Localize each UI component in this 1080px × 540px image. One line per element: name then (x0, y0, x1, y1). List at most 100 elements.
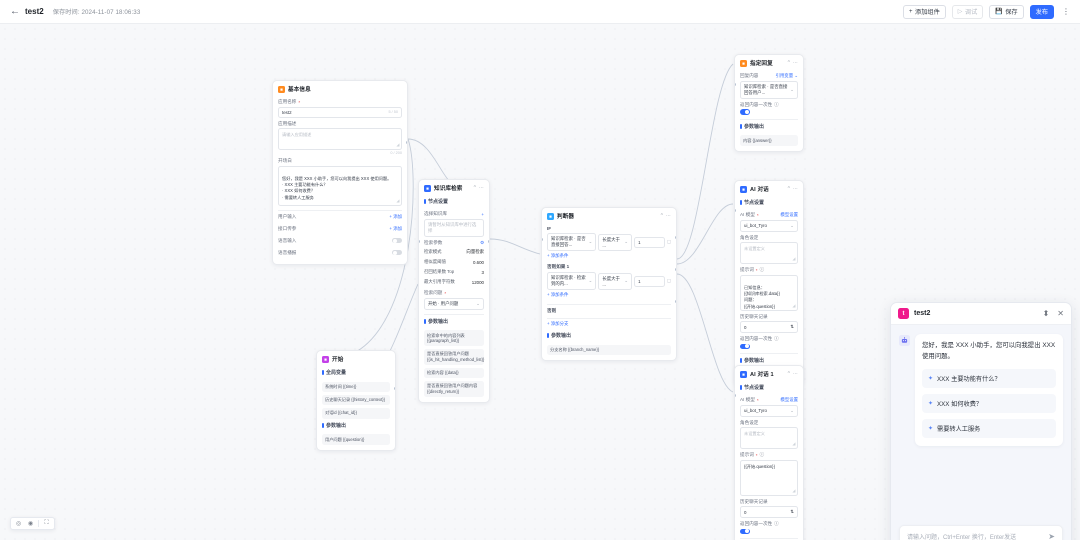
opening-textarea[interactable]: 您好，我是 XXX 小助手，您可以向我提出 XXX 使用问题。 · XXX 主要… (278, 165, 402, 206)
more-icon[interactable]: ⋯ (666, 213, 671, 219)
workflow-canvas[interactable]: ■ 基本信息 应用名称 * test2 5 / 50 应用描述 请输入应用描述 … (0, 24, 1080, 540)
more-icon[interactable]: ⋯ (479, 185, 484, 191)
resize-handle-icon[interactable]: ◢ (792, 256, 796, 261)
output-port[interactable] (405, 141, 407, 145)
delete-condition-icon[interactable]: ◻ (666, 278, 671, 284)
node-body: 应用名称 * test2 5 / 50 应用描述 请输入应用描述 ◢ 0 / 2… (273, 99, 407, 264)
history-stepper[interactable]: 0 ⇅ (740, 506, 798, 518)
resize-handle-icon[interactable]: ◢ (792, 302, 796, 308)
model-value: ui_bot_Tyro (744, 408, 767, 413)
info-icon[interactable]: ⓘ (774, 101, 779, 107)
stream-toggle[interactable] (740, 343, 750, 349)
required-marker: * (756, 397, 759, 403)
node-start[interactable]: ■ 开始 全局变量 系统时间 {{time}} 历史聊天记录 {{history… (316, 350, 396, 451)
user-input-row[interactable]: 用户输入 + 添加 (278, 211, 402, 223)
collapse-icon[interactable]: ^ (787, 371, 790, 377)
node-knowledge-retrieval[interactable]: ■ 知识库检索 ^ ⋯ 节点设置 选择知识库 + 请暂时从知识库中进行选择 检索… (418, 179, 490, 404)
app-name-input[interactable]: test2 5 / 50 (278, 106, 402, 118)
node-condition[interactable]: ■ 判断器 ^ ⋯ IF 知识库检索 · 是否直接回答... ⌄ 长度大于 ..… (541, 207, 677, 362)
add-branch-link[interactable]: + 添加分支 (547, 321, 569, 326)
model-select[interactable]: ui_bot_Tyro ⌄ (740, 404, 798, 417)
model-settings-link[interactable]: 模型设置 (780, 397, 798, 402)
send-icon[interactable]: ➤ (1048, 531, 1055, 540)
back-arrow-icon[interactable]: ← (10, 6, 20, 17)
expand-icon[interactable]: ⬍ (1042, 308, 1050, 318)
publish-label: 发布 (1035, 9, 1048, 16)
info-icon[interactable]: ⓘ (759, 452, 765, 457)
kb-add-icon[interactable]: + (481, 211, 484, 217)
collapse-icon[interactable]: ^ (787, 186, 790, 192)
node-ai-reply-2[interactable]: ■ AI 对话 1 ^ ⋯ 节点设置 AI 模型 * 模型设置 ui_bot_T… (734, 365, 804, 540)
app-desc-textarea[interactable]: 请输入应用描述 ◢ (278, 128, 402, 150)
content-mode-select[interactable]: 引用变量 ⌄ (775, 73, 798, 78)
more-icon[interactable]: ⋯ (793, 371, 798, 377)
info-icon[interactable]: ⓘ (774, 521, 779, 526)
zoom-scale-icon[interactable]: ◉ (27, 521, 34, 527)
chat-input-wrap[interactable]: 请输入问题，Ctrl+Enter 换行，Enter发送 ➤ (899, 525, 1063, 540)
info-icon[interactable]: ⓘ (759, 267, 765, 272)
more-icon[interactable]: ⋯ (793, 60, 798, 66)
prompt-textarea[interactable]: {{开始.question}} ◢ (740, 459, 798, 496)
role-textarea[interactable]: 未设置定义 ◢ (740, 242, 798, 264)
role-textarea[interactable]: 未设置定义 ◢ (740, 427, 798, 449)
condition-value-input[interactable]: 1 (634, 275, 665, 287)
info-icon[interactable]: ⓘ (774, 336, 779, 341)
chat-input-placeholder[interactable]: 请输入问题，Ctrl+Enter 换行，Enter发送 (907, 534, 1017, 540)
delete-condition-icon[interactable]: ◻ (666, 239, 671, 245)
fullscreen-icon[interactable]: ⛶ (44, 520, 49, 526)
prompt-textarea[interactable]: 已知信息： {{知识库检索.data}} 问题： {{开始.question}}… (740, 274, 798, 311)
add-component-button[interactable]: + 添加组件 (903, 4, 946, 19)
model-select[interactable]: ui_bot_Tyro ⌄ (740, 219, 798, 232)
node-ai-reply-1[interactable]: ■ AI 对话 ^ ⋯ 节点设置 AI 模型 * 模型设置 ui_bot_Tyr… (734, 180, 804, 387)
more-icon[interactable]: ⋯ (793, 186, 798, 192)
save-button[interactable]: 💾 保存 (989, 4, 1024, 19)
resize-handle-icon[interactable]: ◢ (396, 142, 400, 147)
suggestion-item[interactable]: ✦ XXX 如何收费？ (922, 393, 1056, 413)
output-port[interactable] (487, 240, 489, 244)
stepper-icon[interactable]: ⇅ (790, 324, 794, 329)
resize-handle-icon[interactable]: ◢ (792, 441, 796, 446)
user-input-add-link[interactable]: + 添加 (389, 213, 402, 219)
collapse-icon[interactable]: ^ (660, 213, 663, 219)
retrieve-settings-icon[interactable]: ⚙ (480, 239, 484, 245)
voice-broadcast-toggle[interactable] (392, 249, 402, 256)
publish-button[interactable]: 发布 (1029, 4, 1054, 19)
output-port-if[interactable] (674, 236, 676, 240)
resize-handle-icon[interactable]: ◢ (792, 487, 796, 493)
condition-value-input[interactable]: 1 (634, 236, 665, 248)
close-icon[interactable]: ✕ (1057, 308, 1064, 318)
output-port-else[interactable] (674, 300, 676, 304)
zoom-fit-icon[interactable]: ◎ (15, 521, 22, 527)
opening-label-text: 开场白 (278, 158, 292, 163)
output-port[interactable] (393, 387, 395, 391)
resize-handle-icon[interactable]: ◢ (396, 197, 400, 203)
stream-toggle[interactable] (740, 528, 750, 534)
suggestion-item[interactable]: ✦ XXX 主要功能有什么？ (922, 368, 1056, 388)
node-direct-reply[interactable]: ■ 指定回复 ^ ⋯ 回复内容 引用变量 ⌄ 知识库检索 · 是否直接回答用户.… (734, 54, 804, 152)
more-vertical-icon[interactable]: ⋮ (1062, 7, 1070, 16)
api-param-row[interactable]: 接口传参 + 添加 (278, 223, 402, 235)
condition-operator-select[interactable]: 长度大于 ... ⌄ (598, 233, 633, 251)
node-basic-info[interactable]: ■ 基本信息 应用名称 * test2 5 / 50 应用描述 请输入应用描述 … (272, 80, 408, 265)
output-port-elseif[interactable] (674, 268, 676, 272)
stepper-icon[interactable]: ⇅ (790, 509, 794, 514)
kb-select-input[interactable]: 请暂时从知识库中进行选择 (424, 218, 484, 237)
condition-operator-select[interactable]: 长度大于 ... ⌄ (598, 272, 633, 290)
condition-left-select[interactable]: 知识库检索 · 检索到的内... ⌄ (547, 272, 597, 290)
test-button[interactable]: ▷ 调试 (951, 4, 984, 19)
stream-toggle[interactable] (740, 109, 750, 115)
history-stepper[interactable]: 0 ⇅ (740, 321, 798, 333)
collapse-icon[interactable]: ^ (787, 60, 790, 66)
condition-left-select[interactable]: 知识库检索 · 是否直接回答... ⌄ (547, 233, 597, 251)
add-condition-link[interactable]: + 添加条件 (547, 292, 569, 297)
node-title: 知识库检索 (434, 186, 463, 192)
suggestion-item[interactable]: ✦ 需要转人工服务 (922, 418, 1056, 438)
voice-input-toggle[interactable] (392, 237, 402, 244)
collapse-icon[interactable]: ^ (473, 185, 476, 191)
model-settings-link[interactable]: 模型设置 (780, 212, 798, 217)
reply-content-select[interactable]: 知识库检索 · 是否直接回答用户... ⌄ (740, 80, 798, 99)
query-select[interactable]: 开始 · 用户问题 ⌄ (424, 297, 484, 310)
api-param-add-link[interactable]: + 添加 (389, 225, 402, 231)
add-condition-link[interactable]: + 添加条件 (547, 253, 569, 258)
chat-preview-panel[interactable]: t test2 ⬍ ✕ (890, 302, 1072, 540)
